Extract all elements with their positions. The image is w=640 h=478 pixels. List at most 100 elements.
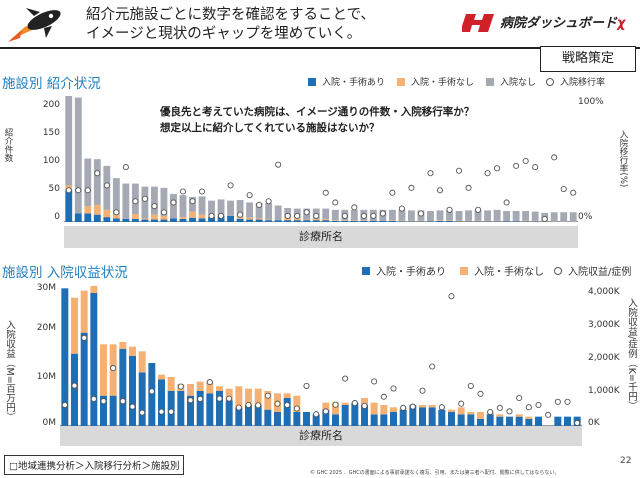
bar-segment xyxy=(486,414,494,426)
bar-segment xyxy=(493,209,501,221)
rate-point xyxy=(313,212,320,219)
bar-segment xyxy=(564,416,571,426)
legend-label: 入院移行率 xyxy=(560,78,606,88)
bar-segment xyxy=(274,412,281,426)
rate-point xyxy=(246,192,253,199)
rate-point xyxy=(322,408,329,415)
bar-segment xyxy=(408,220,415,222)
bar-segment xyxy=(428,405,436,408)
chart2-ylabel: 入院収益（M=百万円） xyxy=(4,320,15,422)
legend-label: 入院・手術なし xyxy=(411,78,475,88)
rate-point xyxy=(168,408,175,415)
bar-segment xyxy=(160,187,168,216)
bar-segment xyxy=(303,220,311,222)
bar-segment xyxy=(158,374,165,380)
rate-point xyxy=(535,401,542,409)
rate-point xyxy=(371,378,378,385)
header-title: 紹介元施設ごとに数字を確認をすることで、 イメージと現状のギャップを埋めていく。 xyxy=(86,7,375,42)
y2-tick: 2,000K xyxy=(588,353,620,363)
rate-point xyxy=(408,184,415,191)
rate-point xyxy=(158,408,165,415)
bar-segment xyxy=(332,402,339,415)
bar-segment xyxy=(322,208,330,219)
rate-point xyxy=(303,209,310,216)
rate-point xyxy=(429,363,436,370)
rate-point xyxy=(554,398,561,405)
bar-segment xyxy=(446,210,453,221)
bar-segment xyxy=(216,391,223,426)
bar-segment xyxy=(265,203,273,220)
legend-swatch-blue xyxy=(362,266,370,275)
y-tick: 20M xyxy=(36,323,56,333)
bar-segment xyxy=(293,220,301,222)
bar-segment xyxy=(208,200,215,216)
rate-point xyxy=(198,188,206,195)
bar-segment xyxy=(138,351,146,373)
breadcrumb[interactable]: □地域連携分析＞入院移行分析＞施設別 xyxy=(4,455,185,475)
bar-segment xyxy=(93,214,101,222)
rate-point xyxy=(448,293,455,300)
bar-segment xyxy=(217,199,225,216)
bar-segment xyxy=(550,212,558,222)
bar-segment xyxy=(512,211,520,222)
bar-segment xyxy=(322,402,330,410)
bar-segment xyxy=(465,220,472,222)
rate-point xyxy=(81,334,88,341)
bar-segment xyxy=(515,416,523,426)
rate-point xyxy=(141,195,148,202)
rate-point xyxy=(332,199,339,206)
rate-point xyxy=(427,170,434,177)
bar-segment xyxy=(303,412,310,426)
rate-point xyxy=(255,402,262,409)
legend-label: 入院・手術あり xyxy=(376,267,446,278)
rate-point xyxy=(113,209,120,216)
bar-segment xyxy=(93,159,101,205)
rate-point xyxy=(564,398,571,405)
bar-segment xyxy=(446,220,453,222)
bar-segment xyxy=(496,416,504,426)
bar-segment xyxy=(341,405,349,426)
bar-segment xyxy=(225,400,233,426)
bar-segment xyxy=(179,217,187,219)
bar-segment xyxy=(525,419,533,426)
bar-segment xyxy=(448,412,455,426)
bar-segment xyxy=(293,412,301,426)
rate-point xyxy=(208,212,215,219)
rate-point xyxy=(189,198,196,205)
rate-point xyxy=(177,383,184,390)
bar-segment xyxy=(283,393,291,398)
bar-segment xyxy=(474,220,482,222)
bar-segment xyxy=(177,391,185,426)
rate-point xyxy=(370,212,377,219)
rate-point xyxy=(100,398,107,405)
bar-segment xyxy=(388,209,396,221)
bar-segment xyxy=(235,407,243,426)
rate-point xyxy=(494,165,501,172)
bar-segment xyxy=(341,220,349,221)
rate-point xyxy=(227,182,234,189)
bar-segment xyxy=(109,395,117,426)
rate-point xyxy=(506,408,513,415)
page-number: 22 xyxy=(620,456,632,466)
bar-segment xyxy=(360,220,368,222)
bar-segment xyxy=(477,419,484,426)
bar-segment xyxy=(312,414,320,426)
rate-point xyxy=(532,164,539,171)
bar-segment xyxy=(61,288,69,426)
y2-tick: 1,000K xyxy=(588,386,620,396)
bar-segment xyxy=(131,214,139,219)
bar-segment xyxy=(151,214,158,220)
rate-point xyxy=(465,184,472,191)
bar-segment xyxy=(198,218,206,222)
bar-segment xyxy=(467,412,475,415)
bar-segment xyxy=(112,218,120,222)
bar-segment xyxy=(71,297,78,354)
bar-segment xyxy=(331,209,339,221)
bar-segment xyxy=(196,391,204,426)
bar-segment xyxy=(465,221,472,222)
chart2-title: 施設別 入院収益状況 xyxy=(2,265,128,281)
bar-segment xyxy=(80,332,88,426)
bar-segment xyxy=(151,186,158,215)
rate-point xyxy=(293,405,300,412)
bar-segment xyxy=(284,207,292,218)
